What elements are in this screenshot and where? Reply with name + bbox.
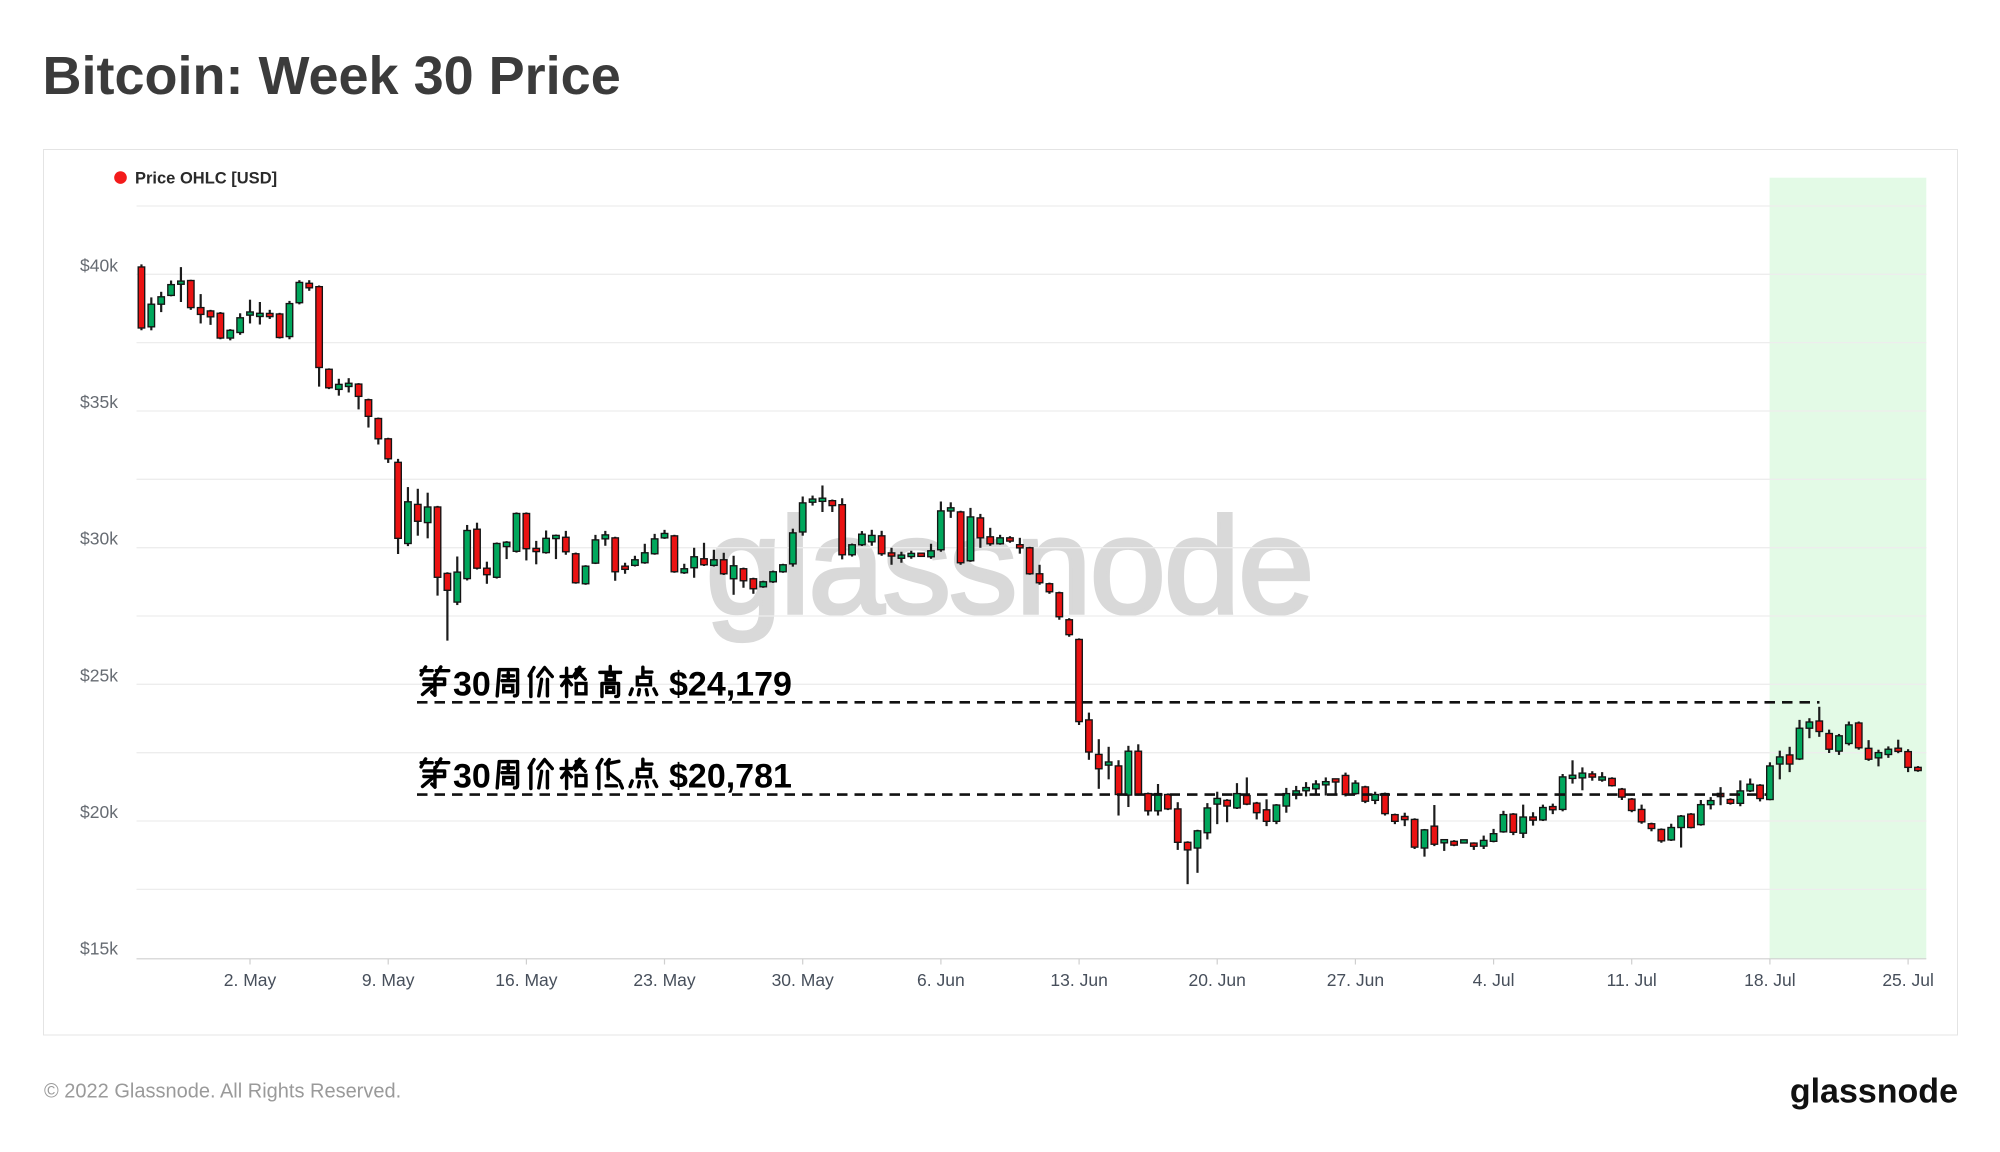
svg-text:4. Jul: 4. Jul [1473, 970, 1515, 990]
svg-text:$30k: $30k [80, 529, 118, 549]
svg-text:9. May: 9. May [362, 970, 415, 990]
svg-text:20. Jun: 20. Jun [1188, 970, 1245, 990]
svg-text:$24,179: $24,179 [669, 666, 792, 704]
svg-text:2. May: 2. May [224, 970, 277, 990]
svg-text:27. Jun: 27. Jun [1327, 970, 1384, 990]
svg-text:11. Jul: 11. Jul [1607, 970, 1657, 990]
svg-text:30: 30 [453, 666, 491, 704]
svg-text:glassnode: glassnode [1790, 1073, 1958, 1111]
svg-text:30: 30 [453, 758, 491, 796]
svg-text:18. Jul: 18. Jul [1744, 970, 1796, 990]
svg-text:Price OHLC [USD]: Price OHLC [USD] [135, 170, 277, 188]
svg-text:glassnode: glassnode [706, 490, 1313, 643]
svg-text:$40k: $40k [80, 255, 118, 275]
svg-text:Bitcoin: Week 30 Price: Bitcoin: Week 30 Price [43, 46, 621, 106]
svg-text:23. May: 23. May [633, 970, 695, 990]
svg-text:30. May: 30. May [772, 970, 834, 990]
svg-text:© 2022 Glassnode. All Rights R: © 2022 Glassnode. All Rights Reserved. [44, 1081, 401, 1103]
svg-text:$20,781: $20,781 [669, 758, 792, 796]
svg-text:13. Jun: 13. Jun [1050, 970, 1107, 990]
svg-text:16. May: 16. May [495, 970, 557, 990]
svg-text:$15k: $15k [80, 939, 118, 959]
svg-text:25. Jul: 25. Jul [1882, 970, 1934, 990]
svg-text:$20k: $20k [80, 802, 118, 822]
svg-text:$25k: $25k [80, 665, 118, 685]
svg-text:$35k: $35k [80, 392, 118, 412]
svg-text:6. Jun: 6. Jun [917, 970, 965, 990]
